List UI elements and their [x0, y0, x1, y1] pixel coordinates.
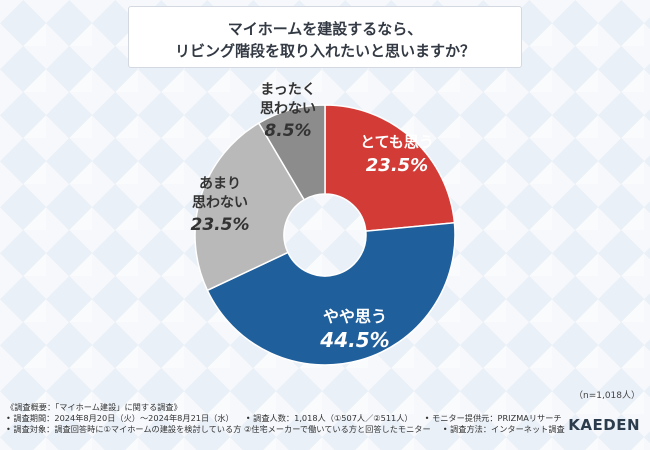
slice-label-2-line-0: あまり	[199, 176, 241, 192]
pie-slice-1	[206, 221, 456, 366]
pie-slice-3	[257, 104, 326, 201]
slice-value-1: 44.5%	[319, 328, 389, 352]
footer-target: • 調査対象：調査回答時に①マイホームの建設を検討している方 ②住宅メーカーで働…	[6, 424, 431, 434]
footer-method: • 調査方法：インターネット調査	[442, 424, 565, 434]
footer-provider: • モニター提供元：PRIZMAリサーチ	[424, 413, 562, 423]
footer-period: • 調査期間：2024年8月20日（火）～2024年8月21日（水）	[6, 413, 234, 423]
slice-label-3-line-1: 思わない	[260, 101, 316, 117]
pie-slice-0	[324, 104, 456, 232]
slice-label-2-line-1: 思わない	[192, 195, 248, 211]
slice-value-2: 23.5%	[191, 215, 250, 235]
chart-title-line-1: マイホームを建設するなら、	[227, 20, 423, 38]
footer-respondents: • 調査人数：1,018人（①507人／②511人）	[245, 413, 413, 423]
slice-value-0: 23.5%	[366, 155, 428, 176]
title-box: マイホームを建設するなら、 リビング階段を取り入れたいと思いますか？	[128, 6, 522, 68]
slice-label-1-line-0: やや思う	[323, 307, 387, 326]
sample-size-label: （n=1,018人）	[573, 391, 640, 401]
survey-footer: 《調査概要：「マイホーム建設」に関する調査》 • 調査期間：2024年8月20日…	[6, 402, 566, 435]
slice-value-3: 8.5%	[264, 121, 311, 141]
chart-title-line-2: リビング階段を取り入れたいと思いますか？	[174, 42, 475, 60]
slice-label-0-line-0: とても思う	[360, 133, 434, 151]
footer-summary: 《調査概要：「マイホーム建設」に関する調査》	[6, 402, 182, 412]
slice-label-3-line-0: まったく	[260, 82, 315, 98]
footer-row-2: • 調査期間：2024年8月20日（火）～2024年8月21日（水） • 調査人数…	[6, 413, 566, 424]
company-logo: KAEDEN	[568, 416, 640, 434]
footer-row-3: • 調査対象：調査回答時に①マイホームの建設を検討している方 ②住宅メーカーで働…	[6, 424, 566, 435]
pie-slice-2	[194, 122, 306, 292]
